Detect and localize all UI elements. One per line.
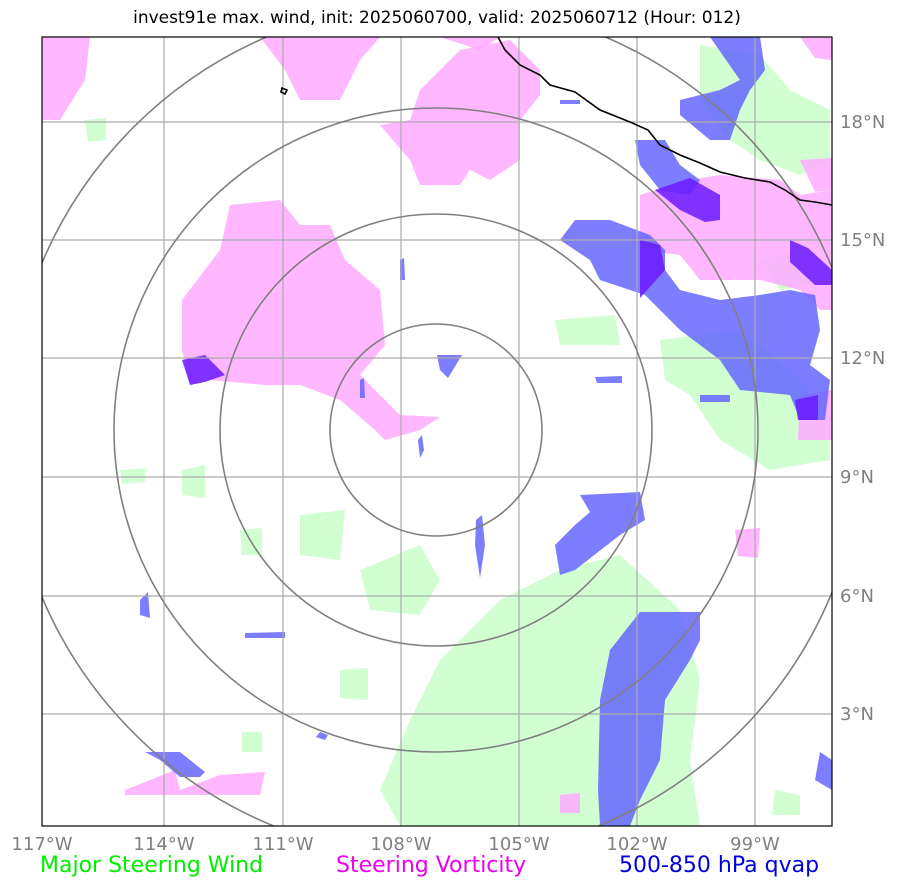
qvap-shading bbox=[140, 37, 832, 826]
lat-label: 18°N bbox=[840, 112, 885, 133]
range-rings bbox=[42, 37, 832, 826]
lat-label: 9°N bbox=[840, 467, 874, 488]
map-title: invest91e max. wind, init: 2025060700, v… bbox=[133, 8, 741, 28]
lon-label: 111°W bbox=[252, 834, 313, 855]
lon-label: 117°W bbox=[11, 834, 72, 855]
legend-qvap: 500-850 hPa qvap bbox=[619, 853, 820, 878]
lon-label: 105°W bbox=[488, 834, 549, 855]
range-ring bbox=[219, 213, 653, 647]
legend-steering-wind: Major Steering Wind bbox=[40, 853, 264, 878]
lon-label: 108°W bbox=[370, 834, 431, 855]
lat-label: 12°N bbox=[840, 348, 885, 369]
lat-label: 6°N bbox=[840, 586, 874, 607]
lon-label: 114°W bbox=[133, 834, 194, 855]
latitude-labels: 18°N 15°N 12°N 9°N 6°N 3°N bbox=[840, 112, 885, 725]
range-ring bbox=[113, 107, 759, 753]
map-frame bbox=[41, 36, 833, 827]
longitude-labels: 117°W 114°W 111°W 108°W 105°W 102°W 99°W bbox=[11, 834, 780, 855]
lat-label: 15°N bbox=[840, 230, 885, 251]
lon-label: 99°W bbox=[730, 834, 780, 855]
overlap-shading bbox=[182, 178, 832, 420]
lon-label: 102°W bbox=[606, 834, 667, 855]
range-ring bbox=[329, 323, 543, 537]
coastline bbox=[280, 37, 832, 206]
graticule bbox=[42, 37, 832, 826]
lat-label: 3°N bbox=[840, 704, 874, 725]
map-layers bbox=[42, 37, 832, 826]
legend-steering-vorticity: Steering Vorticity bbox=[336, 853, 527, 878]
